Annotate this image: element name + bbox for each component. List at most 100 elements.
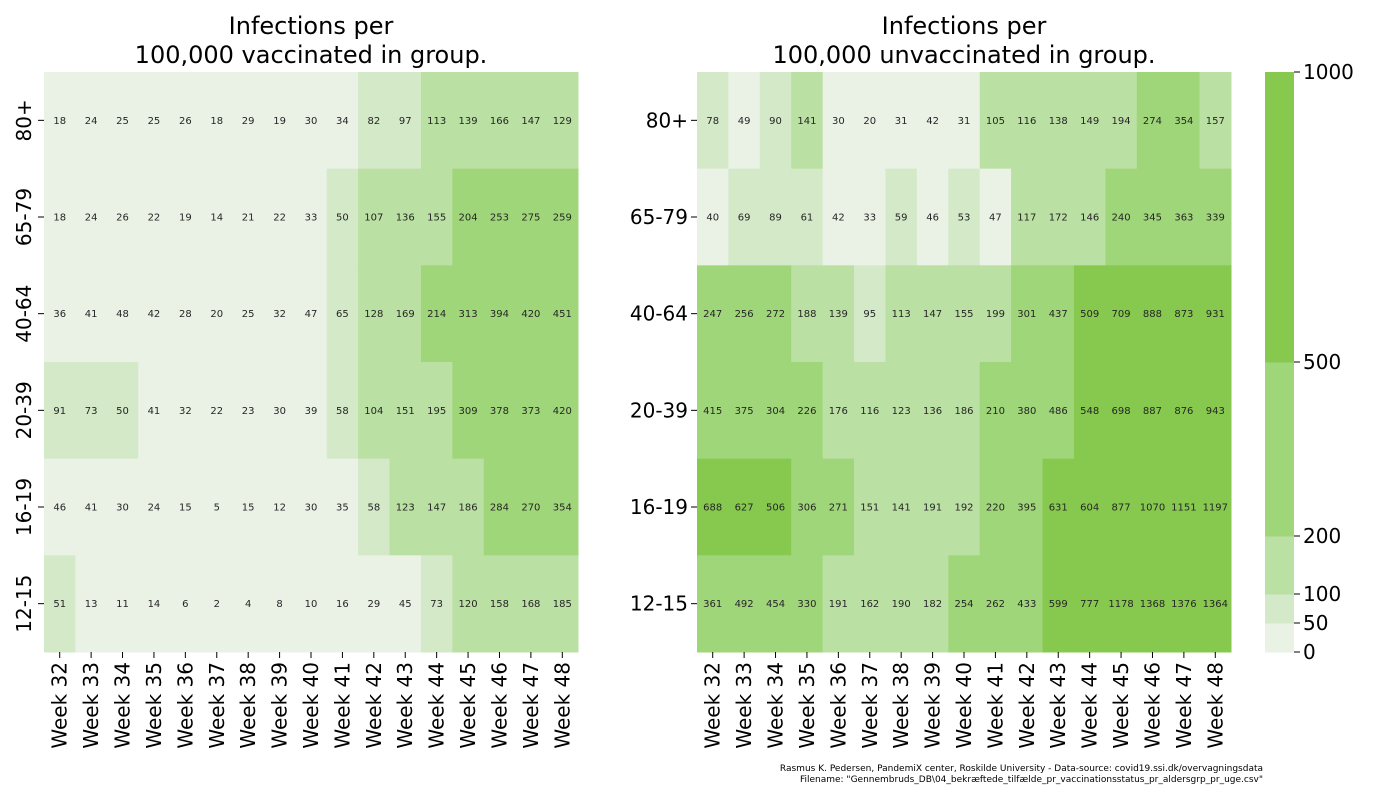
heatmap-cell [1011, 168, 1044, 266]
heatmap-cell [759, 265, 792, 363]
cell-label: 262 [986, 599, 1005, 610]
cell-label: 141 [797, 116, 816, 127]
cell-label: 136 [923, 406, 942, 417]
cell-label: 120 [459, 599, 478, 610]
chart-title-line: Infections per [882, 12, 1047, 40]
cell-label: 23 [242, 406, 255, 417]
cell-label: 155 [954, 309, 973, 320]
heatmap-cell [728, 555, 761, 653]
heatmap-cell [854, 362, 886, 460]
cell-label: 253 [490, 213, 509, 224]
cell-label: 1070 [1140, 503, 1165, 514]
heatmap-cell [885, 168, 918, 266]
heatmap-cell [1011, 265, 1044, 363]
heatmap-cell [1136, 72, 1169, 170]
colorbar-tick-label: 200 [1303, 524, 1341, 548]
cell-label: 141 [892, 503, 911, 514]
x-tick-label: Week 40 [299, 662, 323, 749]
cell-label: 139 [459, 116, 478, 127]
cell-label: 259 [553, 213, 572, 224]
cell-label: 139 [829, 309, 848, 320]
heatmap-cell [948, 458, 981, 556]
heatmap-cell [1011, 72, 1044, 170]
colorbar-segment [1265, 362, 1294, 537]
cell-label: 151 [396, 406, 415, 417]
cell-label: 354 [1174, 116, 1193, 127]
cell-label: 25 [116, 116, 129, 127]
cell-label: 107 [364, 213, 383, 224]
cell-label: 378 [490, 406, 509, 417]
heatmap-cell [791, 72, 824, 170]
heatmap-cell [1136, 555, 1169, 653]
cell-label: 155 [427, 213, 446, 224]
cell-label: 887 [1143, 406, 1162, 417]
x-tick-label: Week 36 [826, 662, 850, 749]
heatmap-cell [295, 72, 328, 170]
cell-label: 271 [829, 503, 848, 514]
cell-label: 49 [738, 116, 751, 127]
cell-label: 1376 [1171, 599, 1196, 610]
heatmap-cell [728, 72, 761, 170]
cell-label: 284 [490, 503, 509, 514]
colorbar-tick-label: 100 [1303, 582, 1341, 606]
heatmap-cell [389, 458, 422, 556]
heatmap-cell [1168, 72, 1201, 170]
colorbar-tick-label: 500 [1303, 350, 1341, 374]
y-tick-label: 20-39 [630, 398, 688, 422]
heatmap-cell [232, 555, 265, 653]
cell-label: 172 [1049, 213, 1068, 224]
cell-label: 4 [245, 599, 251, 610]
heatmap-cell [916, 168, 949, 266]
cell-label: 136 [396, 213, 415, 224]
heatmap-cell [75, 458, 108, 556]
x-tick-label: Week 40 [952, 662, 976, 749]
heatmap-cell [979, 168, 1012, 266]
cell-label: 47 [305, 309, 318, 320]
cell-label: 73 [430, 599, 443, 610]
cell-label: 182 [923, 599, 942, 610]
cell-label: 147 [521, 116, 540, 127]
cell-label: 129 [553, 116, 572, 127]
cell-label: 272 [766, 309, 785, 320]
cell-label: 888 [1143, 309, 1162, 320]
cell-label: 247 [703, 309, 722, 320]
heatmap-cell [1199, 72, 1232, 170]
cell-label: 78 [706, 116, 719, 127]
cell-label: 59 [895, 213, 908, 224]
heatmap-cell [138, 72, 171, 170]
cell-label: 254 [954, 599, 973, 610]
cell-label: 220 [986, 503, 1005, 514]
heatmap-cell [515, 265, 548, 363]
heatmap-cell [263, 458, 296, 556]
cell-label: 117 [1017, 213, 1036, 224]
heatmap-cell [232, 458, 265, 556]
cell-label: 176 [829, 406, 848, 417]
heatmap-cell [232, 72, 265, 170]
heatmap-cell [697, 555, 729, 653]
y-tick-label: 80+ [12, 99, 36, 141]
cell-label: 36 [53, 309, 66, 320]
heatmap-cell [483, 265, 516, 363]
cell-label: 1178 [1108, 599, 1133, 610]
heatmap-cell [389, 72, 422, 170]
cell-label: 2 [214, 599, 220, 610]
cell-label: 26 [116, 213, 129, 224]
cell-label: 18 [53, 116, 66, 127]
cell-label: 105 [986, 116, 1005, 127]
y-tick-label: 80+ [646, 108, 688, 132]
x-tick-label: Week 43 [393, 662, 417, 749]
x-tick-label: Week 35 [142, 662, 166, 749]
x-tick-label: Week 39 [268, 662, 292, 749]
heatmap-cell [515, 458, 548, 556]
cell-label: 192 [954, 503, 973, 514]
cell-label: 33 [863, 213, 876, 224]
cell-label: 40 [706, 213, 719, 224]
cell-label: 11 [116, 599, 129, 610]
heatmap-cell [1168, 458, 1201, 556]
cell-label: 138 [1049, 116, 1068, 127]
cell-label: 25 [148, 116, 161, 127]
cell-label: 29 [242, 116, 255, 127]
heatmap-cell [854, 168, 886, 266]
cell-label: 375 [735, 406, 754, 417]
heatmap-cell [75, 555, 108, 653]
